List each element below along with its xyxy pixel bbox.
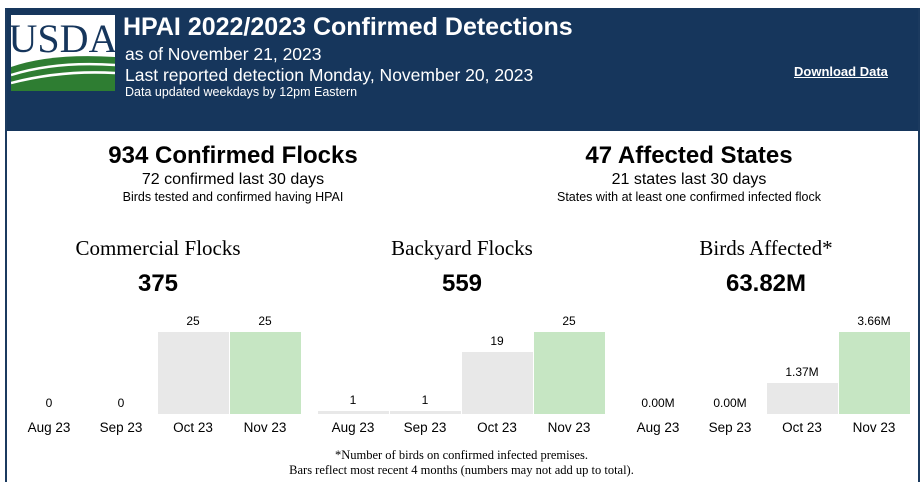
last-reported-detection: Last reported detection Monday, November… [125, 65, 534, 85]
backyard-tick-label: Sep 23 [403, 420, 447, 435]
affected-states-recent: 21 states last 30 days [611, 171, 767, 188]
backyard-bar-nov-23 [534, 332, 605, 414]
commercial-tick-label: Oct 23 [173, 420, 213, 435]
backyard-tick-label: Nov 23 [547, 420, 591, 435]
content-frame [5, 8, 920, 482]
affected-states-headline: 47 Affected States [585, 142, 793, 169]
commercial-flocks-total: 375 [137, 270, 179, 297]
confirmed-flocks-recent: 72 confirmed last 30 days [141, 171, 325, 188]
birds-bar-value: 3.66M [857, 314, 891, 328]
backyard-flocks-title: Backyard Flocks [391, 236, 533, 260]
commercial-tick-label: Sep 23 [99, 420, 143, 435]
backyard-bar-value: 1 [421, 393, 429, 407]
header-banner: USDA HPAI 2022/2023 Confirmed Detections… [5, 8, 920, 131]
usda-logo-text: USDA [11, 16, 115, 61]
backyard-bar-value: 25 [562, 314, 576, 328]
footnote-birds: *Number of birds on confirmed infected p… [334, 448, 589, 462]
birds-bar-value: 0.00M [641, 396, 675, 410]
birds-bar-value: 0.00M [713, 396, 747, 410]
birds-affected-title: Birds Affected* [699, 236, 833, 260]
commercial-tick-label: Aug 23 [27, 420, 71, 435]
backyard-tick-label: Aug 23 [331, 420, 375, 435]
birds-bar-nov-23 [839, 332, 910, 414]
commercial-bar-value: 0 [45, 396, 53, 410]
footnote-bars: Bars reflect most recent 4 months (numbe… [289, 463, 634, 477]
backyard-bar-value: 19 [490, 334, 504, 348]
commercial-bar-value: 25 [258, 314, 272, 328]
backyard-bar-value: 1 [349, 393, 357, 407]
birds-tick-label: Oct 23 [782, 420, 822, 435]
commercial-bar-value: 0 [117, 396, 125, 410]
birds-affected-total: 63.82M [725, 270, 807, 297]
summary-states: 47 Affected States 21 states last 30 day… [479, 142, 899, 204]
backyard-flocks-total: 559 [441, 270, 483, 297]
affected-states-description: States with at least one confirmed infec… [556, 190, 822, 204]
backyard-bar-sep-23 [390, 411, 461, 414]
commercial-bar-value: 25 [186, 314, 200, 328]
confirmed-flocks-headline: 934 Confirmed Flocks [108, 142, 358, 169]
summary-flocks: 934 Confirmed Flocks 72 confirmed last 3… [23, 142, 443, 204]
backyard-tick-label: Oct 23 [477, 420, 517, 435]
page-title: HPAI 2022/2023 Confirmed Detections [123, 13, 573, 41]
download-data-link[interactable]: Download Data [794, 64, 888, 79]
commercial-tick-label: Nov 23 [243, 420, 287, 435]
update-schedule-note: Data updated weekdays by 12pm Eastern [125, 85, 358, 99]
backyard-bar-oct-23 [462, 352, 533, 414]
birds-tick-label: Nov 23 [852, 420, 896, 435]
birds-bar-oct-23 [767, 383, 838, 414]
as-of-date: as of November 21, 2023 [125, 44, 322, 64]
birds-tick-label: Sep 23 [708, 420, 752, 435]
usda-logo: USDA [11, 15, 115, 91]
commercial-bar-oct-23 [158, 332, 229, 414]
backyard-bar-aug-23 [318, 411, 389, 414]
commercial-bar-nov-23 [230, 332, 301, 414]
birds-bar-value: 1.37M [785, 365, 819, 379]
confirmed-flocks-description: Birds tested and confirmed having HPAI [122, 190, 344, 204]
birds-tick-label: Aug 23 [636, 420, 680, 435]
commercial-flocks-title: Commercial Flocks [75, 236, 241, 260]
